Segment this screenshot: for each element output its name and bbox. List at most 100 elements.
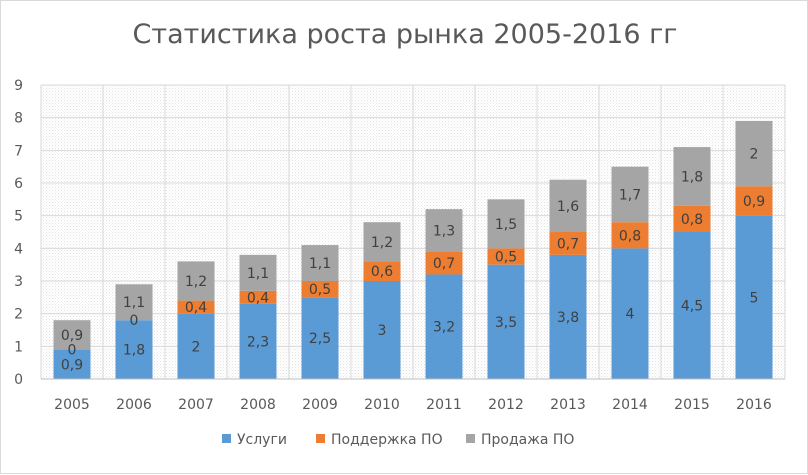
bar-segment xyxy=(53,320,91,350)
y-tick-label: 2 xyxy=(14,307,23,323)
bar-segment xyxy=(549,179,587,232)
bar-segment xyxy=(735,186,773,216)
data-label: 3,5 xyxy=(495,315,517,331)
data-label: 1,6 xyxy=(557,199,579,215)
data-label: 2,3 xyxy=(247,334,269,350)
y-tick-label: 7 xyxy=(14,143,23,159)
data-label: 4 xyxy=(626,307,635,323)
data-label: 3,2 xyxy=(433,320,455,336)
data-label: 0,9 xyxy=(61,328,83,344)
data-label: 0,5 xyxy=(495,250,517,266)
data-label: 1,5 xyxy=(495,217,517,233)
bar-segment xyxy=(611,166,649,223)
bar-segment xyxy=(487,199,525,249)
bar-segment xyxy=(549,232,587,255)
bar-segment xyxy=(53,349,91,379)
x-tick-label: 2012 xyxy=(488,397,524,413)
data-label: 1,1 xyxy=(247,266,269,282)
x-tick-label: 2009 xyxy=(302,397,338,413)
x-tick-label: 2007 xyxy=(178,397,214,413)
data-label: 3,8 xyxy=(557,310,579,326)
legend-item: Услуги xyxy=(222,432,287,448)
data-label: 2 xyxy=(192,339,201,355)
bar-segment xyxy=(425,274,463,379)
legend-swatch xyxy=(316,434,325,443)
bar-segment xyxy=(425,251,463,275)
x-tick-label: 2013 xyxy=(550,397,586,413)
bar-segment xyxy=(239,303,277,379)
data-label: 1,1 xyxy=(309,256,331,272)
y-tick-label: 9 xyxy=(14,78,23,94)
data-label: 1,1 xyxy=(123,295,145,311)
bar-segment xyxy=(549,254,587,379)
y-tick-label: 0 xyxy=(14,372,23,388)
bar-segment xyxy=(177,313,215,379)
data-label: 1,7 xyxy=(619,187,641,203)
bar-segment xyxy=(363,261,401,281)
data-label: 2 xyxy=(750,147,759,163)
bar-segment xyxy=(115,320,153,379)
legend-label: Поддержка ПО xyxy=(331,432,443,448)
bar-segment xyxy=(611,248,649,379)
y-tick-label: 4 xyxy=(14,241,23,257)
data-label: 0,8 xyxy=(681,212,703,228)
legend-item: Поддержка ПО xyxy=(316,432,443,448)
data-label: 1,2 xyxy=(185,274,207,290)
bar-segment xyxy=(363,281,401,379)
data-label: 0 xyxy=(130,313,139,329)
data-label: 0,7 xyxy=(433,256,455,272)
data-label: 1,2 xyxy=(371,235,393,251)
chart-title: Статистика роста рынка 2005-2016 гг xyxy=(132,19,678,50)
bar-segment xyxy=(301,297,339,379)
bar-segment xyxy=(239,254,277,291)
bar-segment xyxy=(487,248,525,265)
data-label: 1,8 xyxy=(123,343,145,359)
data-label: 0,4 xyxy=(185,300,207,316)
bar-segment xyxy=(177,300,215,314)
x-tick-label: 2011 xyxy=(426,397,462,413)
bar-segment xyxy=(425,209,463,252)
x-tick-label: 2006 xyxy=(116,397,152,413)
bar-segment xyxy=(735,215,773,379)
bar-segment xyxy=(177,261,215,301)
y-tick-label: 1 xyxy=(14,339,23,355)
bar-segment xyxy=(115,284,153,321)
x-tick-label: 2010 xyxy=(364,397,400,413)
x-tick-label: 2016 xyxy=(736,397,772,413)
legend-label: Услуги xyxy=(237,432,287,448)
bar-segment xyxy=(363,222,401,262)
y-tick-label: 6 xyxy=(14,176,23,192)
bar-segment xyxy=(301,245,339,281)
x-tick-label: 2015 xyxy=(674,397,710,413)
data-label: 0,8 xyxy=(619,228,641,244)
x-tick-label: 2005 xyxy=(54,397,90,413)
bar-segment xyxy=(673,232,711,379)
legend-swatch xyxy=(222,434,231,443)
bar-segment xyxy=(673,205,711,232)
data-label: 0,5 xyxy=(309,282,331,298)
bar-segment xyxy=(735,120,773,187)
data-label: 0,4 xyxy=(247,290,269,306)
y-tick-label: 8 xyxy=(14,111,23,127)
data-label: 0 xyxy=(68,343,77,359)
y-tick-label: 3 xyxy=(14,274,23,290)
legend-item: Продажа ПО xyxy=(466,432,574,448)
data-label: 5 xyxy=(750,290,759,306)
y-tick-label: 5 xyxy=(14,209,23,225)
data-label: 0,7 xyxy=(557,236,579,252)
legend-label: Продажа ПО xyxy=(481,432,574,448)
x-tick-label: 2014 xyxy=(612,397,648,413)
legend-swatch xyxy=(466,434,475,443)
data-label: 1,8 xyxy=(681,169,703,185)
bar-segment xyxy=(301,281,339,298)
data-label: 0,6 xyxy=(371,264,393,280)
data-label: 0,9 xyxy=(61,357,83,373)
data-label: 4,5 xyxy=(681,299,703,315)
bar-segment xyxy=(673,147,711,206)
data-label: 1,3 xyxy=(433,223,455,239)
bar-segment xyxy=(611,222,649,249)
data-label: 2,5 xyxy=(309,331,331,347)
x-tick-label: 2008 xyxy=(240,397,276,413)
